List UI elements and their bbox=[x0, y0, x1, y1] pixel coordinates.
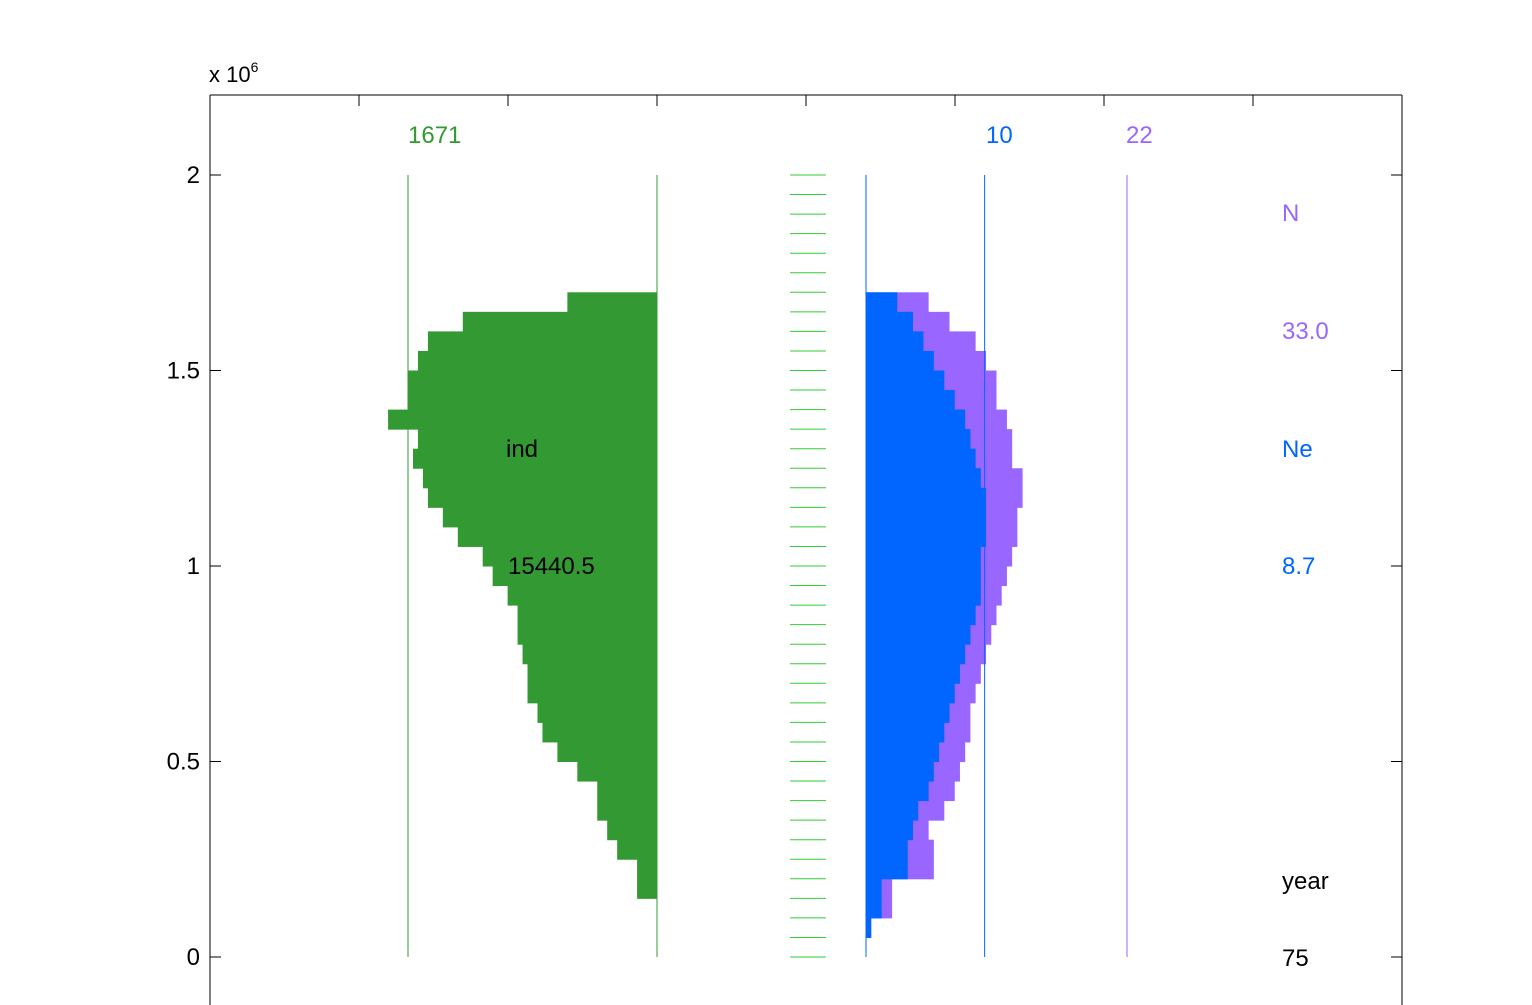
ne-bar-8 bbox=[866, 781, 929, 802]
ne-bar-9 bbox=[866, 761, 934, 782]
ne-bar-1 bbox=[866, 917, 872, 938]
ind-bar-14 bbox=[527, 663, 657, 684]
ind-bar-23 bbox=[427, 487, 657, 508]
ind-bar-16 bbox=[517, 624, 657, 645]
ne-bar-12 bbox=[866, 702, 950, 723]
y-tick-label-1: 0.5 bbox=[167, 749, 200, 776]
ind-bar-17 bbox=[517, 605, 657, 626]
year-label: year bbox=[1282, 868, 1329, 895]
ind-bar-27 bbox=[388, 409, 657, 430]
top-tick-marks bbox=[358, 95, 1254, 106]
ne-bar-19 bbox=[866, 566, 981, 587]
ind-bar-30 bbox=[417, 350, 657, 371]
ne-bar-18 bbox=[866, 585, 981, 606]
ind-bar-21 bbox=[457, 526, 657, 547]
ind-bar-12 bbox=[537, 702, 657, 723]
ind-bar-19 bbox=[492, 566, 657, 587]
ind-bar-29 bbox=[408, 370, 657, 391]
ne-bar-13 bbox=[866, 683, 955, 704]
ind-bar-26 bbox=[417, 429, 657, 450]
ne-bar-29 bbox=[866, 370, 945, 391]
y-tick-label-0: 0 bbox=[187, 944, 200, 971]
ne-bar-25 bbox=[866, 448, 976, 469]
ne-bar-28 bbox=[866, 390, 955, 411]
ind-bar-13 bbox=[527, 683, 657, 704]
ind-bar-9 bbox=[577, 761, 657, 782]
reference-lines: 1671 10 22 bbox=[407, 122, 1153, 957]
n-label-value: 33.0 bbox=[1282, 318, 1329, 345]
ind-bar-33 bbox=[567, 292, 657, 313]
ne-bar-20 bbox=[866, 546, 981, 567]
ne-bar-6 bbox=[866, 820, 913, 841]
ind-bar-8 bbox=[597, 781, 657, 802]
ne-bar-33 bbox=[866, 292, 898, 313]
year-value: 75 bbox=[1282, 945, 1309, 972]
ne-bar-3 bbox=[866, 878, 882, 899]
ne-bar-5 bbox=[866, 839, 908, 860]
ind-label-name: ind bbox=[506, 436, 538, 463]
ne-bar-2 bbox=[866, 898, 882, 919]
ne-bar-24 bbox=[866, 468, 981, 489]
ind-bar-24 bbox=[422, 468, 657, 489]
ind-bar-20 bbox=[482, 546, 657, 567]
ne-bar-4 bbox=[866, 859, 908, 880]
ind-bar-10 bbox=[557, 741, 657, 762]
y-axis-ticks: 0 0.5 1 1.5 2 bbox=[167, 162, 1402, 971]
ne-bar-17 bbox=[866, 605, 976, 626]
ind-bar-31 bbox=[427, 331, 657, 352]
ind-bar-15 bbox=[522, 644, 657, 665]
ind-bar-32 bbox=[462, 311, 657, 332]
ne-bar-21 bbox=[866, 526, 987, 547]
right-ref-2-label: 22 bbox=[1126, 122, 1153, 149]
right-ref-1-label: 10 bbox=[986, 122, 1013, 149]
ne-bar-15 bbox=[866, 644, 966, 665]
y-tick-label-4: 2 bbox=[187, 162, 200, 189]
y-exponent-label: x 106 bbox=[209, 59, 259, 87]
ne-bar-26 bbox=[866, 429, 971, 450]
ne-bar-32 bbox=[866, 311, 913, 332]
ne-label-value: 8.7 bbox=[1282, 553, 1315, 580]
ne-bar-27 bbox=[866, 409, 966, 430]
ind-bar-18 bbox=[507, 585, 657, 606]
ind-bar-11 bbox=[542, 722, 657, 743]
ind-bar-22 bbox=[442, 507, 657, 528]
ne-bar-7 bbox=[866, 800, 919, 821]
ne-bar-11 bbox=[866, 722, 945, 743]
ind-bar-5 bbox=[617, 839, 657, 860]
y-tick-label-2: 1 bbox=[187, 553, 200, 580]
ind-series-bars bbox=[388, 292, 657, 899]
ind-bar-28 bbox=[408, 390, 657, 411]
ind-bar-25 bbox=[412, 448, 657, 469]
ind-ref-left-label: 1671 bbox=[408, 122, 461, 149]
ind-bar-7 bbox=[597, 800, 657, 821]
ne-bar-14 bbox=[866, 663, 960, 684]
ne-label-name: Ne bbox=[1282, 436, 1313, 463]
n-label-name: N bbox=[1282, 200, 1299, 227]
ne-bar-16 bbox=[866, 624, 971, 645]
y-tick-label-3: 1.5 bbox=[167, 358, 200, 385]
ind-bar-4 bbox=[637, 859, 657, 880]
ne-bar-31 bbox=[866, 331, 924, 352]
ne-bar-22 bbox=[866, 507, 987, 528]
ne-bar-30 bbox=[866, 350, 934, 371]
ind-bar-3 bbox=[637, 878, 657, 899]
ne-bar-10 bbox=[866, 741, 940, 762]
ne-series-bars bbox=[866, 292, 987, 938]
ind-label-value: 15440.5 bbox=[508, 553, 595, 580]
ne-bar-23 bbox=[866, 487, 987, 508]
ind-bar-6 bbox=[607, 820, 657, 841]
central-tick-marks bbox=[790, 174, 826, 958]
